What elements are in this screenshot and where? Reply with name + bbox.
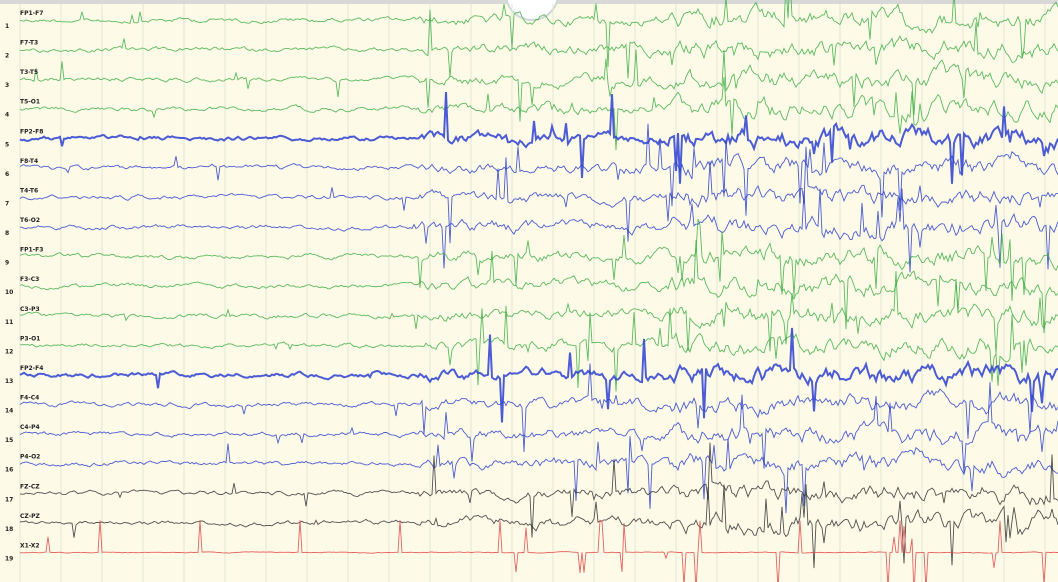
channel-label: T3-T5: [20, 69, 38, 76]
channel-number: 19: [5, 555, 13, 562]
channel-label: T4-T6: [20, 187, 38, 194]
channel-number: 1: [5, 23, 9, 30]
channel-number: 11: [5, 319, 13, 326]
channel-number: 15: [5, 437, 13, 444]
channel-number: 18: [5, 526, 13, 533]
channel-number: 4: [5, 112, 9, 119]
channel-number: 6: [5, 171, 9, 178]
channel-number: 5: [5, 141, 9, 148]
channel-label: F3-C3: [20, 276, 39, 283]
channel-label: X1-X2: [20, 542, 40, 549]
channel-label: CZ-PZ: [20, 513, 41, 520]
channel-label: C3-P3: [20, 306, 40, 313]
channel-number: 9: [5, 260, 9, 267]
channel-number: 12: [5, 348, 13, 355]
channel-number: 17: [5, 496, 13, 503]
eeg-viewer: 1 FP1-F7 2 F7-T3 3 T3-T5 4 T5-O1 5 FP2-F8 6 F8-T4 7 T…: [0, 0, 1058, 582]
channel-number: 16: [5, 467, 13, 474]
channel-label: T5-O1: [20, 99, 40, 106]
channel-number: 8: [5, 230, 9, 237]
channel-number: 14: [5, 408, 13, 415]
channel-number: 2: [5, 53, 9, 60]
channel-label: C4-P4: [20, 424, 40, 431]
channel-label: FZ-CZ: [20, 483, 40, 490]
channel-label: FP1-F7: [20, 10, 43, 17]
channel-label: F8-T4: [20, 158, 38, 165]
channel-number: 10: [5, 289, 13, 296]
channel-label: F7-T3: [20, 40, 38, 47]
channel-label: FP1-F3: [20, 247, 43, 254]
channel-label: T6-O2: [20, 217, 40, 224]
channel-label: P3-O1: [20, 335, 40, 342]
channel-label: FP2-F4: [20, 365, 43, 372]
channel-label: F4-C4: [20, 395, 39, 402]
channel-number: 13: [5, 378, 13, 385]
channel-number: 3: [5, 82, 9, 89]
channel-label: P4-O2: [20, 454, 40, 461]
channel-label: FP2-F8: [20, 128, 43, 135]
channel-number: 7: [5, 200, 9, 207]
